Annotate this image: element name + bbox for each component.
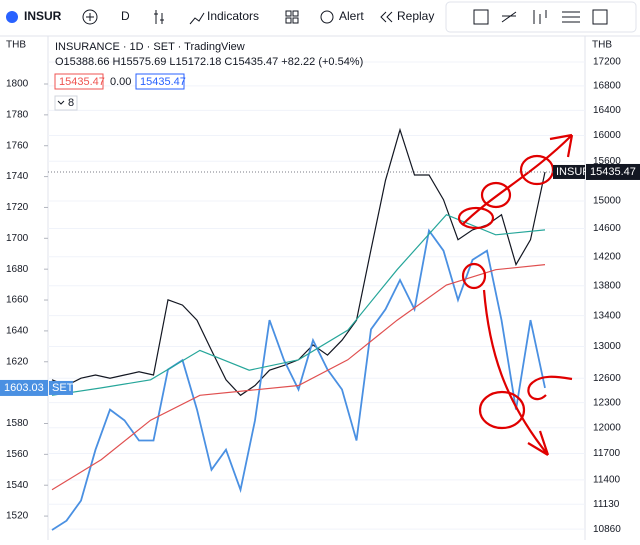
right-tick-label: 12000 [593,422,621,433]
layout-icon[interactable] [285,10,292,17]
right-tick-label: 13400 [593,310,621,321]
right-tick-label: 14600 [593,223,621,234]
left-tick-label: 1760 [6,140,29,151]
symbol-icon [6,11,18,23]
right-tick-label: 16400 [593,105,621,116]
set-price-label: 1603.03 [4,382,44,394]
right-tick-label: 16800 [593,81,621,92]
channel-tool[interactable] [562,11,580,23]
series-line [51,213,546,396]
fib-tool[interactable] [533,10,547,24]
symbol-tag [553,164,585,179]
left-tick-label: 1580 [6,418,29,429]
line-tool[interactable] [501,11,517,23]
rect-tool[interactable] [473,9,489,25]
layout-icon [292,17,299,24]
hand-annotations [457,133,574,456]
toolbar: INSUR D Indicators Alert Replay [0,1,640,37]
set-name-tag [49,380,73,395]
left-tick-label: 1700 [6,233,29,244]
price-tags: INSUR 15435.47 1603.03 SET [0,163,640,396]
buy-box[interactable] [135,73,185,90]
drawing-toolbar [445,1,637,33]
left-tick-label: 1680 [6,264,29,275]
left-tick-label: 1640 [6,326,29,337]
legend-ohlc: O15388.66 H15575.69 L15172.18 C15435.47 … [55,56,363,68]
down-arrow [482,289,550,456]
right-tick-label: 11400 [593,475,621,486]
right-tick-label: 16000 [593,130,621,141]
left-tick-label: 1520 [6,511,29,522]
right-tick-label: 15000 [593,196,621,207]
right-currency[interactable]: THB [592,40,612,51]
price-tag-label: 15435.47 [590,166,636,178]
left-tick-label: 1560 [6,449,29,460]
right-tick-label: 14200 [593,251,621,262]
left-tick-label: 1660 [6,295,29,306]
right-tick-label: 15600 [593,156,621,167]
circle-mark [457,206,495,230]
circle-mark [527,375,573,401]
left-tick-label: 1740 [6,171,29,182]
bid-price: 15435.47 [59,76,105,88]
right-tick-label: 12600 [593,373,621,384]
legend: INSURANCE · 1D · SET · TradingView O1538… [54,41,363,111]
spread: 0.00 [110,76,131,88]
alert-icon [320,10,334,24]
symbol[interactable]: INSUR [24,9,62,23]
layout-icon [292,10,299,17]
layout-icon [285,17,292,24]
indicators-icon [189,12,205,25]
chart-type-icon[interactable] [154,10,164,24]
circle-mark [480,181,512,209]
indicators-count: 8 [68,97,74,109]
right-tick-label: 17200 [593,57,621,68]
symbol-tag-label: INSUR [556,166,590,178]
legend-title: INSURANCE · 1D · SET · TradingView [55,41,245,53]
right-tick-label: 12300 [593,397,621,408]
right-tick-label: 10860 [593,524,621,535]
replay-icon [380,11,393,23]
add-symbol[interactable] [82,9,98,25]
left-tick-label: 1780 [6,109,29,120]
set-price-tag [0,379,48,396]
left-tick-label: 1720 [6,202,29,213]
interval[interactable]: D [121,9,130,23]
set-name-label: SET [52,382,74,394]
chevron [57,100,65,105]
left-tick-label: 1800 [6,79,29,90]
left-tick-label: 1540 [6,480,29,491]
right-tick-label: 11700 [593,448,621,459]
add-icon [86,13,94,21]
sell-box[interactable] [54,73,104,90]
ask-price: 15435.47 [140,76,186,88]
replay-button[interactable]: Replay [397,9,434,23]
right-tick-label: 13000 [593,341,621,352]
indicators-button[interactable]: Indicators [207,9,259,23]
right-tick-label: 13800 [593,280,621,291]
measure-tool[interactable] [592,9,608,25]
price-tag [586,163,640,180]
circle-mark [461,262,487,290]
indicators-toggle[interactable] [54,95,78,111]
right-tick-label: 11130 [593,499,620,510]
left-tick-label: 1620 [6,356,29,367]
left-currency[interactable]: THB [6,40,26,51]
alert-button[interactable]: Alert [339,9,364,23]
up-arrow [461,133,574,226]
circle-mark [478,390,526,430]
